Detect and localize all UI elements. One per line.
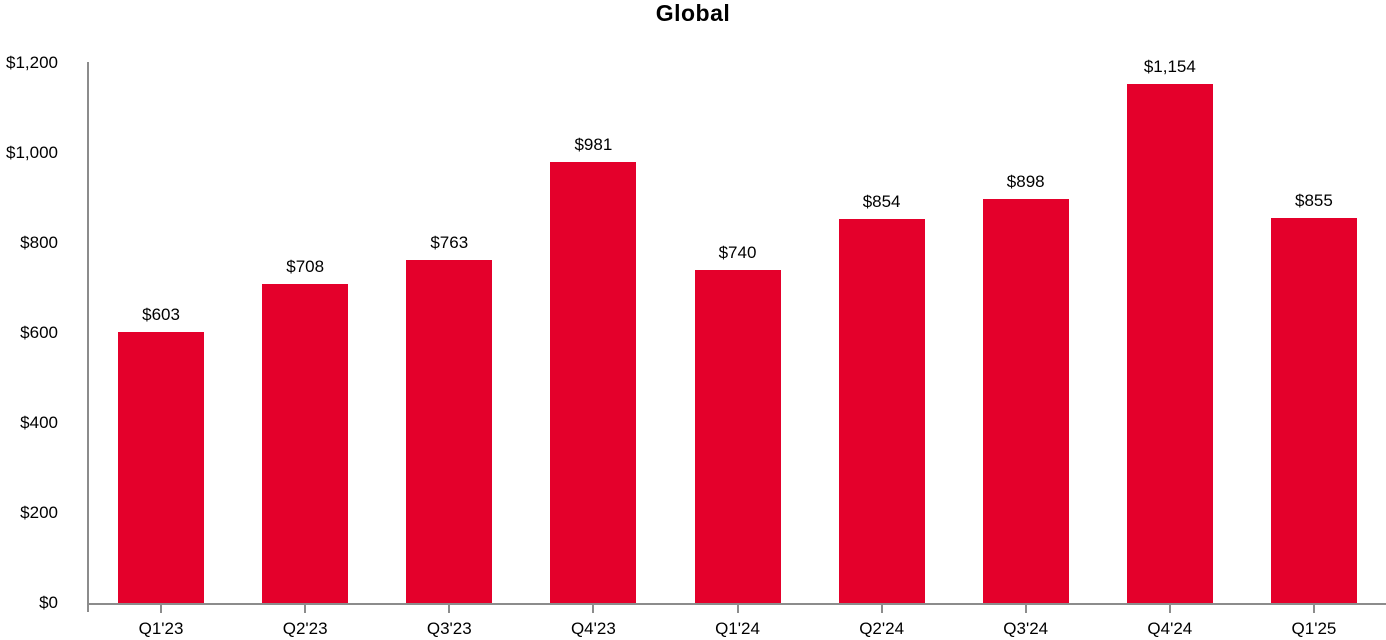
bar-value-label: $708 bbox=[286, 257, 325, 276]
bar-value-label: $740 bbox=[718, 243, 757, 262]
bar-value-label: $1,154 bbox=[1143, 57, 1196, 76]
x-axis-tick-mark bbox=[448, 605, 451, 613]
plot-area: $603 Q1'23 $708 Q2'23 $763 Q3'23 $981 Q4'23 $740… bbox=[6, 53, 1386, 638]
y-axis-tick-label: $600 bbox=[20, 323, 58, 342]
x-axis-tick-mark bbox=[592, 605, 595, 613]
bar bbox=[694, 270, 781, 603]
y-axis-tick-label: $0 bbox=[39, 593, 58, 612]
y-axis-tick-label: $400 bbox=[20, 413, 58, 432]
x-axis-tick-label: Q4'23 bbox=[570, 619, 616, 638]
bar-value-label: $763 bbox=[430, 233, 469, 252]
y-axis-tick-label: $200 bbox=[20, 503, 58, 522]
bar bbox=[118, 332, 205, 603]
bar bbox=[1126, 84, 1213, 603]
y-axis-line bbox=[87, 62, 89, 612]
x-axis-tick-label: Q4'24 bbox=[1147, 619, 1193, 638]
x-axis-tick-label: Q1'25 bbox=[1291, 619, 1337, 638]
x-axis-tick-label: Q1'23 bbox=[138, 619, 184, 638]
y-axis-tick-label: $1,000 bbox=[6, 143, 58, 162]
x-axis-tick-label: Q2'24 bbox=[859, 619, 905, 638]
bar-value-label: $603 bbox=[142, 305, 180, 324]
bar-value-label: $981 bbox=[574, 135, 613, 154]
x-axis-tick-label: Q2'23 bbox=[282, 619, 328, 638]
x-axis-tick-mark bbox=[736, 605, 739, 613]
bar-value-label: $855 bbox=[1295, 191, 1333, 210]
bar bbox=[550, 162, 637, 603]
x-axis-tick-mark bbox=[1024, 605, 1027, 613]
y-axis-tick-label: $800 bbox=[20, 233, 58, 252]
x-axis-tick-mark bbox=[160, 605, 163, 613]
bar bbox=[262, 284, 349, 603]
x-axis-line bbox=[87, 603, 1386, 605]
x-axis-tick-label: Q1'24 bbox=[715, 619, 760, 638]
bar bbox=[838, 219, 925, 603]
x-axis-tick-mark bbox=[880, 605, 883, 613]
x-axis-tick-label: Q3'24 bbox=[1003, 619, 1049, 638]
bar-value-label: $854 bbox=[862, 192, 901, 211]
bar bbox=[982, 199, 1069, 603]
x-axis-tick-mark bbox=[1168, 605, 1171, 613]
bar-value-label: $898 bbox=[1006, 172, 1045, 191]
bar bbox=[1270, 218, 1357, 603]
y-axis-tick-label: $1,200 bbox=[6, 53, 58, 72]
chart-title: Global bbox=[655, 0, 731, 26]
bar bbox=[406, 260, 493, 603]
x-axis-tick-label: Q3'23 bbox=[426, 619, 472, 638]
x-axis-tick-mark bbox=[304, 605, 307, 613]
x-axis-tick-mark bbox=[1312, 605, 1315, 613]
